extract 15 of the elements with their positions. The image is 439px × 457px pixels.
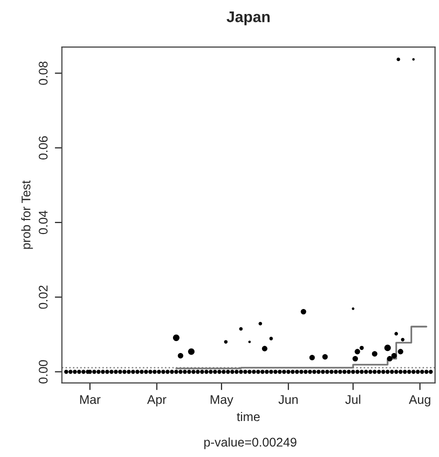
x-tick-label: Jun bbox=[278, 395, 298, 404]
y-tick-label: 0.02 bbox=[38, 286, 48, 309]
chart-title: Japan bbox=[226, 12, 270, 26]
x-tick-label: Jul bbox=[345, 394, 360, 404]
y-axis-title: prob for Test bbox=[21, 180, 33, 249]
x-tick-label: Mar bbox=[80, 395, 100, 404]
y-tick-label: 0.06 bbox=[38, 136, 48, 160]
y-tick-label: 0.08 bbox=[38, 62, 48, 85]
y-tick-label: 0.00 bbox=[38, 360, 48, 384]
x-axis-title: time bbox=[236, 412, 260, 422]
x-tick-label: Aug bbox=[408, 395, 430, 406]
x-tick-label: Apr bbox=[147, 395, 166, 406]
x-tick-label: May bbox=[210, 395, 234, 406]
text: p-value=0.00249 bbox=[204, 437, 296, 450]
y-tick-label: 0.04 bbox=[38, 210, 48, 234]
